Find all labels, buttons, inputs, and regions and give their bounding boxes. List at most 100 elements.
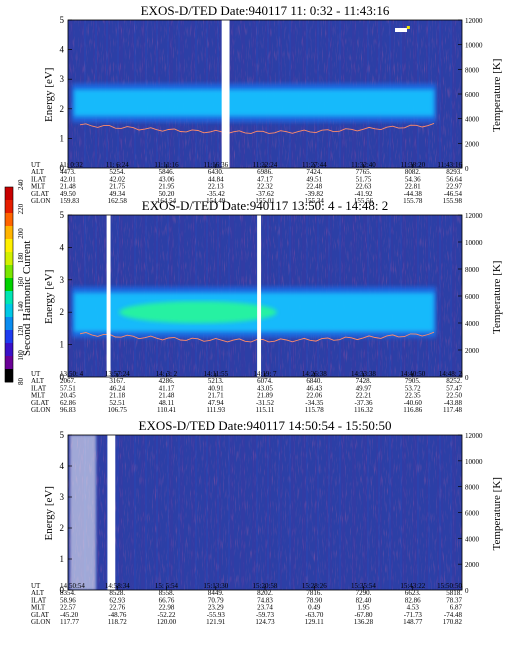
- table-cell: 21.75: [109, 183, 125, 191]
- table-cell: -46.54: [444, 190, 463, 198]
- panels: EXOS-D/TED Date:940117 11: 0:32 - 11:43:…: [31, 3, 503, 626]
- table-cell: 164.54: [157, 197, 177, 205]
- table-cell: 22.97: [446, 183, 462, 191]
- table-cell: 52.51: [109, 399, 125, 407]
- y2-tick-label: 0: [465, 587, 469, 595]
- table-cell: 15:35:54: [351, 582, 376, 590]
- table-cell: 62.86: [60, 399, 76, 407]
- table-cell: 15:43:22: [400, 582, 425, 590]
- table-cell: 14:19: 7: [253, 370, 277, 378]
- table-cell: 78.90: [306, 596, 322, 604]
- table-cell: 21.95: [159, 183, 175, 191]
- table-cell: 22.98: [159, 604, 175, 612]
- colorbar-swatch: [5, 369, 13, 383]
- table-cell: 155.98: [443, 197, 463, 205]
- colorbar-swatch: [5, 239, 13, 253]
- table-cell: -52.22: [157, 611, 176, 619]
- table-cell: 155.56: [354, 197, 374, 205]
- table-cell: 21.48: [159, 392, 175, 400]
- colorbar-tick-label: 80: [17, 378, 25, 386]
- table-cell: 14: 3: 2: [156, 370, 178, 378]
- table-row-label: GLON: [31, 197, 50, 205]
- table-row-label: GLON: [31, 618, 50, 626]
- table-row-label: ALT: [31, 168, 45, 176]
- y-axis-label: Energy [eV]: [43, 486, 55, 540]
- table-cell: -43.88: [444, 399, 463, 407]
- table-cell: 148.77: [403, 618, 423, 626]
- table-cell: 4473.: [60, 168, 76, 176]
- table-cell: 8558.: [159, 589, 175, 597]
- table-cell: 8528.: [109, 589, 125, 597]
- table-cell: 8354.: [60, 589, 76, 597]
- table-cell: 22.35: [405, 392, 421, 400]
- colorbar: 80 100 120 140 160 180 200 220 240 Second Harmon…: [4, 179, 33, 385]
- y-tick-label: 3: [60, 74, 65, 84]
- table-cell: 42.01: [60, 175, 76, 183]
- table-cell: 22.48: [306, 183, 322, 191]
- table-cell: 82.40: [356, 596, 372, 604]
- y2-tick-label: 6000: [465, 510, 480, 518]
- table-row-label: ILAT: [31, 596, 47, 604]
- table-cell: 7765.: [356, 168, 372, 176]
- table-cell: 5254.: [109, 168, 125, 176]
- table-cell: 22.32: [257, 183, 273, 191]
- table-cell: 115.78: [305, 406, 324, 414]
- y2-tick-label: 0: [465, 165, 469, 173]
- table-cell: 129.11: [305, 618, 324, 626]
- table-cell: -74.48: [444, 611, 463, 619]
- table-cell: -41.92: [354, 190, 373, 198]
- table-cell: 7290.: [356, 589, 372, 597]
- table-cell: 116.32: [354, 406, 373, 414]
- colorbar-swatch: [5, 304, 13, 318]
- table-cell: 11:16:36: [203, 161, 228, 169]
- table-cell: 96.83: [60, 406, 76, 414]
- colorbar-swatch: [5, 356, 13, 370]
- table-cell: 15: 5:54: [155, 582, 179, 590]
- table-cell: 120.00: [157, 618, 177, 626]
- table-cell: 136.28: [354, 618, 374, 626]
- table-cell: 48.11: [159, 399, 175, 407]
- table-cell: -71.73: [404, 611, 423, 619]
- table-cell: 7816.: [306, 589, 322, 597]
- colorbar-ticks: 80 100 120 140 160 180 200 220 240: [17, 179, 25, 385]
- colorbar-tick-label: 220: [17, 203, 25, 214]
- table-cell: 22.06: [306, 392, 322, 400]
- table-cell: 170.82: [443, 618, 463, 626]
- colorbar-tick-label: 140: [17, 301, 25, 312]
- table-cell: 49.51: [306, 175, 322, 183]
- colorbar-tick-label: 100: [17, 350, 25, 361]
- colorbar-swatch: [5, 278, 13, 292]
- table-cell: -35.42: [207, 190, 226, 198]
- panel-2: EXOS-D/TED Date:940117 13:50: 4 - 14:48:…: [31, 198, 503, 414]
- table-cell: 22.57: [60, 604, 76, 612]
- table-cell: -48.76: [108, 611, 127, 619]
- table-cell: 14:26:38: [302, 370, 327, 378]
- table-cell: -44.38: [404, 190, 423, 198]
- table-cell: 6840.: [306, 377, 322, 385]
- table-cell: 22.76: [109, 604, 125, 612]
- y2-tick-label: 8000: [465, 266, 480, 274]
- table-cell: 49.97: [356, 384, 372, 392]
- table-cell: 74.83: [257, 596, 273, 604]
- table-cell: 6430.: [208, 168, 224, 176]
- table-cell: -31.52: [256, 399, 275, 407]
- colorbar-swatch: [5, 317, 13, 331]
- y2-tick-label: 0: [465, 374, 469, 382]
- colorbar-tick-label: 180: [17, 252, 25, 263]
- table-cell: 14:40:50: [400, 370, 425, 378]
- y2-tick-label: 2000: [465, 140, 480, 148]
- table-cell: -40.60: [404, 399, 423, 407]
- table-cell: 47.94: [208, 399, 224, 407]
- panel-1: EXOS-D/TED Date:940117 11: 0:32 - 11:43:…: [31, 3, 503, 205]
- energy-band-core: [119, 301, 277, 324]
- table-cell: 21.89: [257, 392, 273, 400]
- table-row-label: UT: [31, 370, 41, 378]
- table-cell: 13:57:24: [105, 370, 130, 378]
- table-cell: 42.02: [109, 175, 125, 183]
- table-cell: 41.17: [159, 384, 175, 392]
- y2-tick-label: 6000: [465, 293, 480, 301]
- y-tick-label: 1: [60, 133, 65, 143]
- table-cell: 8293.: [446, 168, 462, 176]
- panel-noise: [68, 435, 462, 590]
- table-cell: 121.91: [206, 618, 226, 626]
